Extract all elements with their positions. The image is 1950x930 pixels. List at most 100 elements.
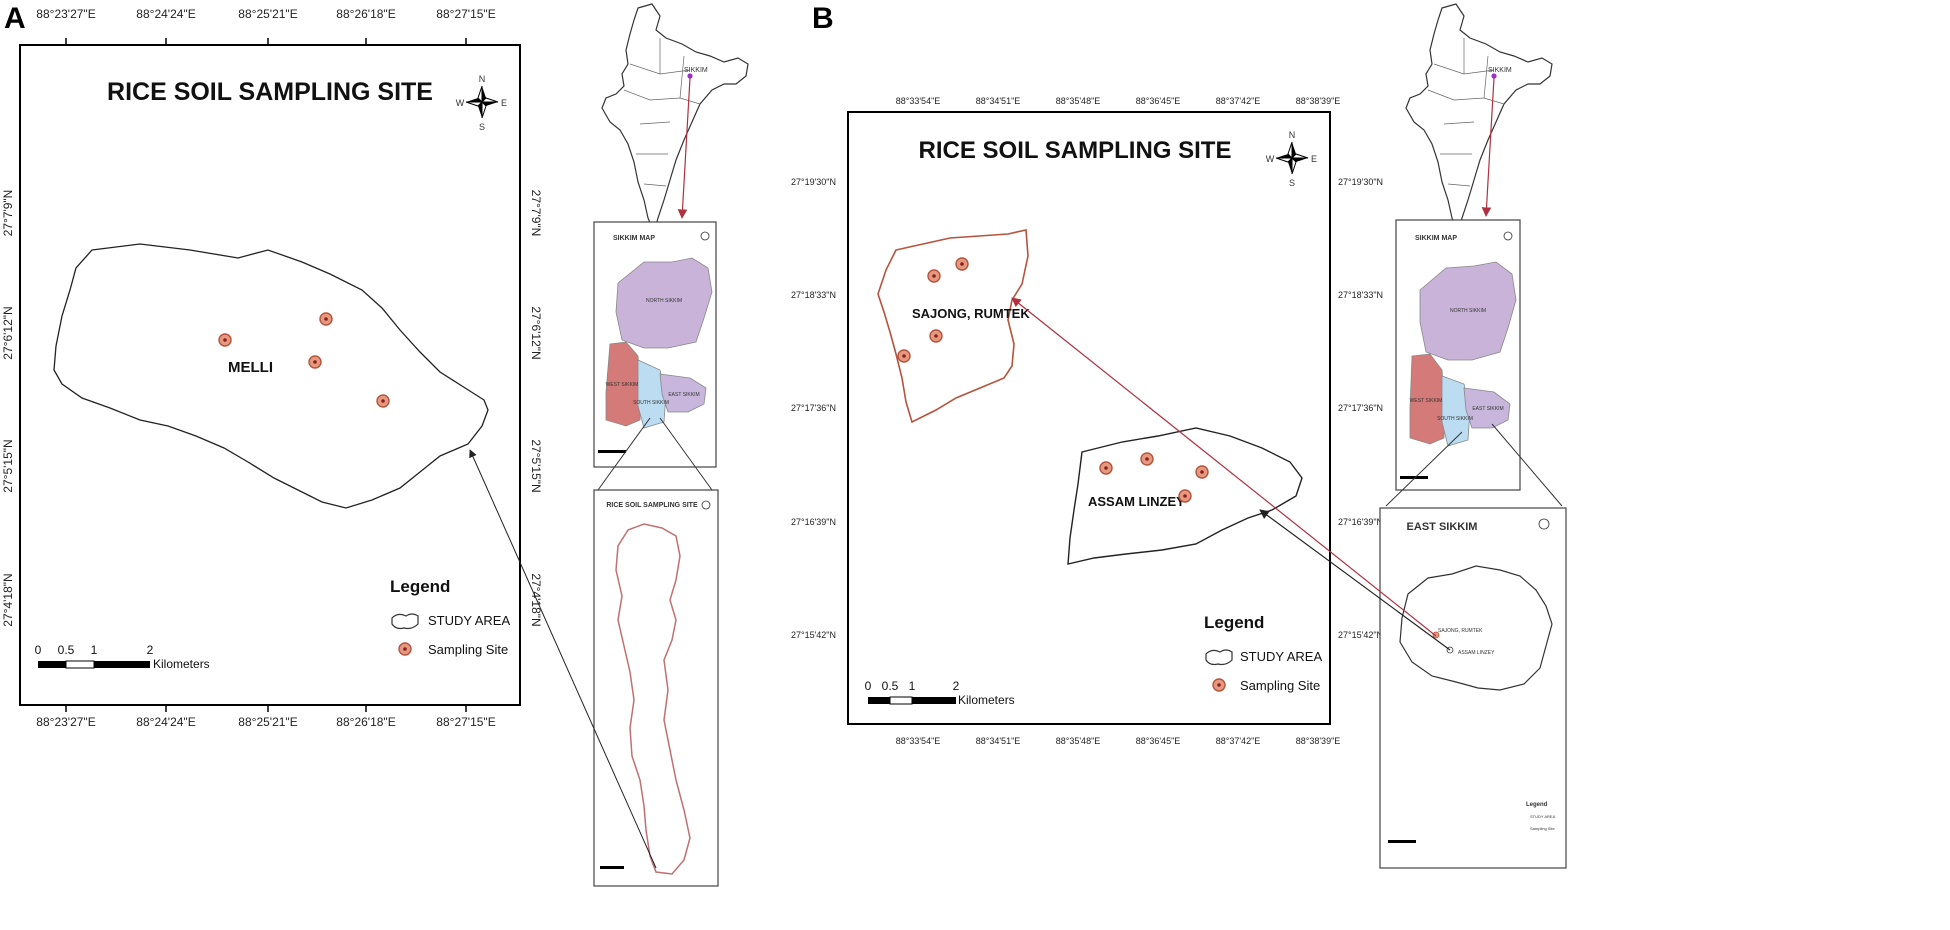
svg-text:STUDY AREA: STUDY AREA <box>1530 814 1556 819</box>
coord-label: 27°6'12"N <box>529 306 543 359</box>
svg-text:EAST SIKKIM: EAST SIKKIM <box>1472 406 1503 412</box>
svg-text:N: N <box>1289 130 1296 140</box>
coord-label: 27°7'9"N <box>529 190 543 237</box>
svg-text:0: 0 <box>865 679 872 693</box>
coord-label: 27°6'12"N <box>1 306 15 359</box>
coord-label: 27°17'36"N <box>791 403 836 413</box>
coord-label: 88°37'42"E <box>1216 736 1261 746</box>
svg-text:E: E <box>501 98 507 108</box>
location-arrow <box>469 449 657 869</box>
north-arrow-icon: N E S W <box>456 74 507 132</box>
north-arrow-icon: N E S W <box>1266 130 1317 188</box>
map-frame <box>847 111 1331 725</box>
svg-text:EAST SIKKIM: EAST SIKKIM <box>1407 521 1478 533</box>
place-label-melli: MELLI <box>228 359 273 376</box>
svg-text:2: 2 <box>147 643 154 657</box>
svg-text:Kilometers: Kilometers <box>153 657 210 671</box>
coord-label: 88°36'45"E <box>1136 96 1181 106</box>
legend-study-area: STUDY AREA <box>1240 649 1322 664</box>
sampling-site-legend-icon <box>1212 678 1226 692</box>
svg-text:SOUTH SIKKIM: SOUTH SIKKIM <box>633 400 669 406</box>
svg-text:0.5: 0.5 <box>882 679 899 693</box>
coord-label: 88°36'45"E <box>1136 736 1181 746</box>
coord-label: 88°38'39"E <box>1296 736 1341 746</box>
coord-label: 88°38'39"E <box>1296 96 1341 106</box>
coord-label: 88°35'48"E <box>1056 736 1101 746</box>
coord-label: 88°24'24"E <box>136 715 195 729</box>
map-title: RICE SOIL SAMPLING SITE <box>919 137 1232 164</box>
panel-a-letter: A <box>4 2 26 35</box>
svg-text:EAST SIKKIM: EAST SIKKIM <box>668 392 699 398</box>
location-arrow-sajong <box>1011 297 1437 637</box>
svg-text:N: N <box>479 74 486 84</box>
sikkim-inset-map: SIKKIM MAP NORTH SIKKIM WEST SIKKIM SOUT… <box>1395 219 1521 491</box>
svg-text:Legend: Legend <box>1526 802 1548 808</box>
sampling-site-legend-icon <box>398 642 412 656</box>
legend-heading: Legend <box>390 577 450 596</box>
svg-text:S: S <box>479 122 485 132</box>
coord-label: 88°33'54"E <box>896 736 941 746</box>
panel-b-letter: B <box>812 2 834 35</box>
inset-connector-arrow <box>1481 77 1495 217</box>
zoom-line <box>597 417 651 491</box>
coord-label: 88°34'51"E <box>976 736 1021 746</box>
coord-label: 27°5'15"N <box>1 439 15 492</box>
coord-label: 88°35'48"E <box>1056 96 1101 106</box>
coord-label: 88°27'15"E <box>436 7 495 21</box>
svg-text:SAJONG, RUMTEK: SAJONG, RUMTEK <box>1438 628 1483 634</box>
coord-label: 88°26'18"E <box>336 715 395 729</box>
site-inset-map: RICE SOIL SAMPLING SITE <box>593 489 719 887</box>
study-area-sajong-rumtek <box>877 229 1029 424</box>
coord-label: 27°5'15"N <box>529 439 543 492</box>
svg-text:0: 0 <box>35 643 42 657</box>
coord-label: 27°16'39"N <box>1338 517 1383 527</box>
svg-text:SIKKIM MAP: SIKKIM MAP <box>613 235 655 242</box>
svg-text:RICE SOIL SAMPLING SITE: RICE SOIL SAMPLING SITE <box>606 502 698 509</box>
coord-label: 27°17'36"N <box>1338 403 1383 413</box>
svg-text:WEST SIKKIM: WEST SIKKIM <box>1410 398 1443 404</box>
coord-label: 27°7'9"N <box>1 190 15 237</box>
place-label-sajong-rumtek: SAJONG, RUMTEK <box>912 306 1030 321</box>
svg-text:0.5: 0.5 <box>58 643 75 657</box>
svg-text:E: E <box>1311 154 1317 164</box>
svg-text:1: 1 <box>909 679 916 693</box>
svg-text:Sampling Site: Sampling Site <box>1530 826 1555 831</box>
zoom-line <box>1491 423 1563 507</box>
coord-label: 88°24'24"E <box>136 7 195 21</box>
map-title: RICE SOIL SAMPLING SITE <box>107 78 433 106</box>
coord-label: 27°15'42"N <box>791 630 836 640</box>
coord-label: 88°33'54"E <box>896 96 941 106</box>
zoom-line <box>1385 431 1463 507</box>
location-arrow-assam <box>1259 509 1451 651</box>
coord-label: 88°23'27"E <box>36 7 95 21</box>
coord-label: 88°23'27"E <box>36 715 95 729</box>
svg-text:SIKKIM MAP: SIKKIM MAP <box>1415 235 1457 242</box>
svg-text:S: S <box>1289 178 1295 188</box>
legend-study-area: STUDY AREA <box>428 613 510 628</box>
coord-label: 88°34'51"E <box>976 96 1021 106</box>
coord-label: 27°19'30"N <box>791 177 836 187</box>
svg-text:NORTH SIKKIM: NORTH SIKKIM <box>646 298 682 304</box>
zoom-line <box>659 417 713 491</box>
study-area-legend-icon <box>1205 649 1233 666</box>
svg-text:W: W <box>1266 154 1275 164</box>
legend-sampling-site: Sampling Site <box>428 642 508 657</box>
scale-bar: 0 0.5 1 2 Kilometers <box>865 679 1015 707</box>
inset-connector-arrow <box>677 77 691 219</box>
panel-a: A 88°23'27"E 88°24'24"E 88°25'21"E 88°26… <box>1 2 749 887</box>
svg-text:2: 2 <box>953 679 960 693</box>
coord-label: 27°19'30"N <box>1338 177 1383 187</box>
coord-label: 88°37'42"E <box>1216 96 1261 106</box>
panel-b: B 88°33'54"E 88°34'51"E 88°35'48"E 88°36… <box>791 2 1567 869</box>
svg-text:Kilometers: Kilometers <box>958 693 1015 707</box>
svg-text:1: 1 <box>91 643 98 657</box>
coord-label: 27°18'33"N <box>1338 290 1383 300</box>
svg-text:SOUTH SIKKIM: SOUTH SIKKIM <box>1437 416 1473 422</box>
svg-text:SIKKIM: SIKKIM <box>1488 67 1512 74</box>
coord-label: 27°4'18"N <box>1 573 15 626</box>
coord-label: 27°16'39"N <box>791 517 836 527</box>
india-inset-map: SIKKIM <box>1405 3 1553 234</box>
legend-heading: Legend <box>1204 613 1264 632</box>
svg-text:NORTH SIKKIM: NORTH SIKKIM <box>1450 308 1486 314</box>
